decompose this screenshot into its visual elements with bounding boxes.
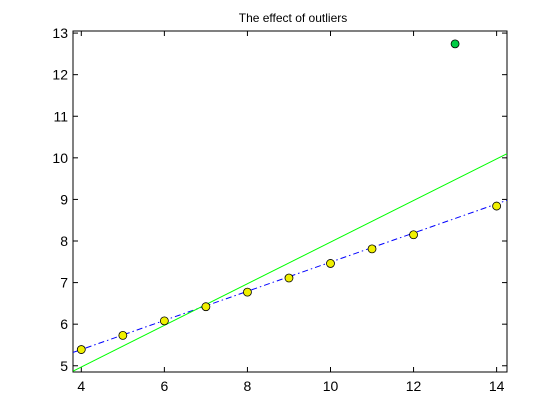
- data-point: [285, 274, 293, 282]
- x-tick-label: 8: [244, 378, 252, 394]
- outlier-point: [451, 40, 459, 48]
- data-point: [410, 231, 418, 239]
- data-point: [326, 259, 334, 267]
- data-point: [243, 288, 251, 296]
- data-point: [493, 202, 501, 210]
- x-tick-label: 10: [323, 378, 339, 394]
- y-tick-label: 13: [52, 25, 68, 41]
- y-tick-label: 8: [60, 233, 68, 249]
- data-point: [160, 317, 168, 325]
- data-point: [119, 331, 127, 339]
- x-tick-label: 12: [406, 378, 422, 394]
- y-tick-label: 11: [53, 108, 68, 124]
- y-tick-label: 9: [60, 191, 68, 207]
- y-tick-label: 7: [60, 275, 68, 291]
- data-point: [202, 303, 210, 311]
- data-point: [77, 346, 85, 354]
- x-tick-label: 4: [77, 378, 85, 394]
- data-point: [368, 245, 376, 253]
- x-tick-label: 14: [489, 378, 505, 394]
- plot-area: [73, 31, 507, 372]
- y-tick-label: 5: [60, 358, 68, 374]
- fit-line-solid: [73, 154, 507, 371]
- y-tick-label: 10: [52, 150, 68, 166]
- x-tick-label: 6: [160, 378, 168, 394]
- chart-title: The effect of outliers: [239, 11, 348, 25]
- y-tick-label: 12: [52, 67, 68, 83]
- y-tick-label: 6: [60, 316, 68, 332]
